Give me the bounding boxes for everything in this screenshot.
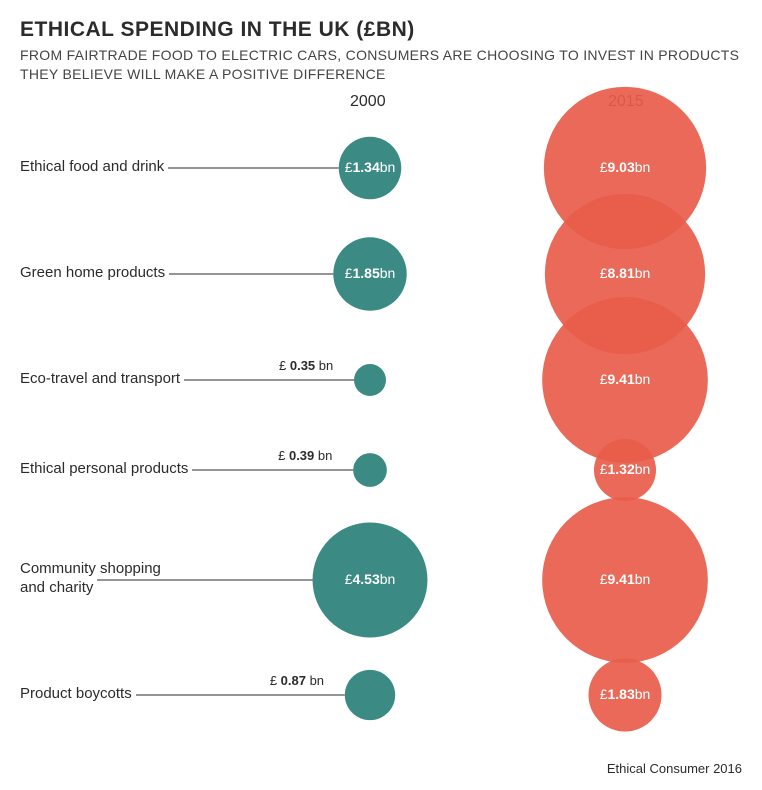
svg-text:£1.34bn: £1.34bn <box>345 159 396 175</box>
value-2000-external: £ 0.35 bn <box>279 358 333 373</box>
category-label: Green home products <box>20 264 210 283</box>
bubble-chart: £9.03bn £1.34bn £8.81bn £1.85bn £9.41bn £1.32… <box>0 0 762 790</box>
svg-text:£9.03bn: £9.03bn <box>600 159 651 175</box>
category-label: Product boycotts <box>20 685 210 704</box>
value-2000-external: £ 0.87 bn <box>270 673 324 688</box>
value-2000-external: £ 0.39 bn <box>278 448 332 463</box>
category-label: Community shoppingand charity <box>20 560 210 598</box>
svg-text:£9.41bn: £9.41bn <box>600 571 651 587</box>
svg-text:£9.41bn: £9.41bn <box>600 371 651 387</box>
svg-text:£1.32bn: £1.32bn <box>600 461 651 477</box>
svg-text:£1.85bn: £1.85bn <box>345 265 396 281</box>
category-label: Ethical food and drink <box>20 158 210 177</box>
category-label: Eco-travel and transport <box>20 370 210 389</box>
svg-text:£4.53bn: £4.53bn <box>345 571 396 587</box>
svg-text:£8.81bn: £8.81bn <box>600 265 651 281</box>
svg-text:£1.83bn: £1.83bn <box>600 686 651 702</box>
source-label: Ethical Consumer 2016 <box>607 761 742 776</box>
category-label: Ethical personal products <box>20 460 210 479</box>
